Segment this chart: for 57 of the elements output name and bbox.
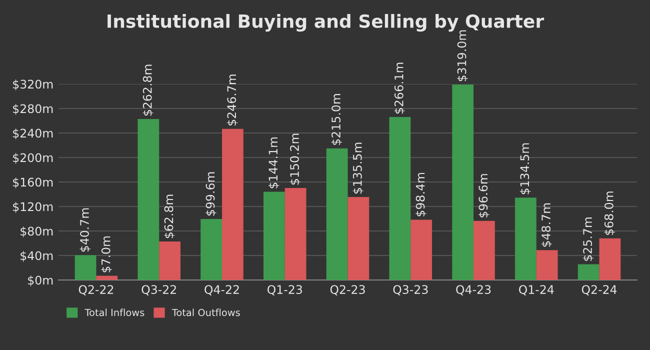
bar: [222, 128, 244, 280]
data-label: $98.4m: [416, 172, 426, 216]
bar: [599, 238, 621, 280]
x-tick-label: Q2-22: [78, 285, 114, 296]
bar: [159, 242, 180, 280]
legend-label: Total Outflows: [172, 308, 240, 316]
y-tick-label: $240m: [13, 128, 53, 140]
x-tick-label: Q3-23: [393, 285, 428, 296]
data-label: $96.6m: [478, 174, 490, 218]
bar: [74, 255, 96, 280]
data-label: $266.1m: [394, 62, 405, 114]
data-label: $40.7m: [80, 208, 91, 252]
bar: [578, 264, 600, 280]
data-label: $25.7m: [582, 218, 594, 261]
y-tick-label: $280m: [13, 104, 53, 115]
data-label: $262.8m: [142, 64, 154, 116]
data-label: $144.1m: [268, 137, 280, 188]
bar: [138, 119, 160, 280]
x-tick-label: Q2-23: [330, 285, 365, 296]
x-tick-label: Q1-23: [267, 285, 302, 296]
bar: [536, 250, 558, 280]
bar: [452, 84, 474, 280]
y-tick-label: $40m: [20, 251, 53, 262]
x-tick-label: Q3-22: [142, 285, 176, 296]
x-tick-label: Q4-22: [204, 285, 239, 296]
bar: [389, 117, 411, 280]
data-label: $99.6m: [206, 172, 216, 216]
bar: [515, 198, 536, 280]
bar: [96, 276, 118, 280]
data-label: $215.0m: [331, 94, 342, 145]
bar: [326, 148, 348, 280]
bar: [263, 192, 285, 280]
bar: [200, 218, 222, 280]
data-label: $246.7m: [226, 74, 238, 126]
y-tick-label: $80m: [20, 226, 53, 238]
legend-label: Total Inflows: [84, 308, 144, 316]
data-label: $319.0m: [457, 30, 468, 82]
y-tick-label: $200m: [13, 153, 53, 164]
data-label: $135.5m: [352, 142, 364, 194]
bar: [284, 188, 306, 280]
data-label: $62.8m: [164, 194, 175, 238]
data-label: $68.0m: [604, 192, 615, 235]
bar: [410, 220, 432, 280]
data-label: $48.7m: [541, 203, 552, 247]
data-label: $150.2m: [290, 134, 301, 185]
x-tick-label: Q1-24: [519, 285, 554, 296]
y-tick-label: $0m: [28, 276, 53, 286]
chart-title: Institutional Buying and Selling by Quarter: [108, 14, 544, 32]
data-label: $134.5m: [520, 143, 531, 194]
data-label: $7.0m: [101, 236, 112, 272]
x-tick-label: Q4-23: [456, 285, 491, 296]
y-tick-label: $160m: [13, 178, 53, 188]
x-tick-label: Q2-24: [582, 285, 617, 296]
bar: [348, 197, 370, 280]
y-tick-label: $120m: [13, 202, 53, 213]
y-tick-label: $320m: [13, 80, 53, 90]
bar: [474, 220, 495, 280]
